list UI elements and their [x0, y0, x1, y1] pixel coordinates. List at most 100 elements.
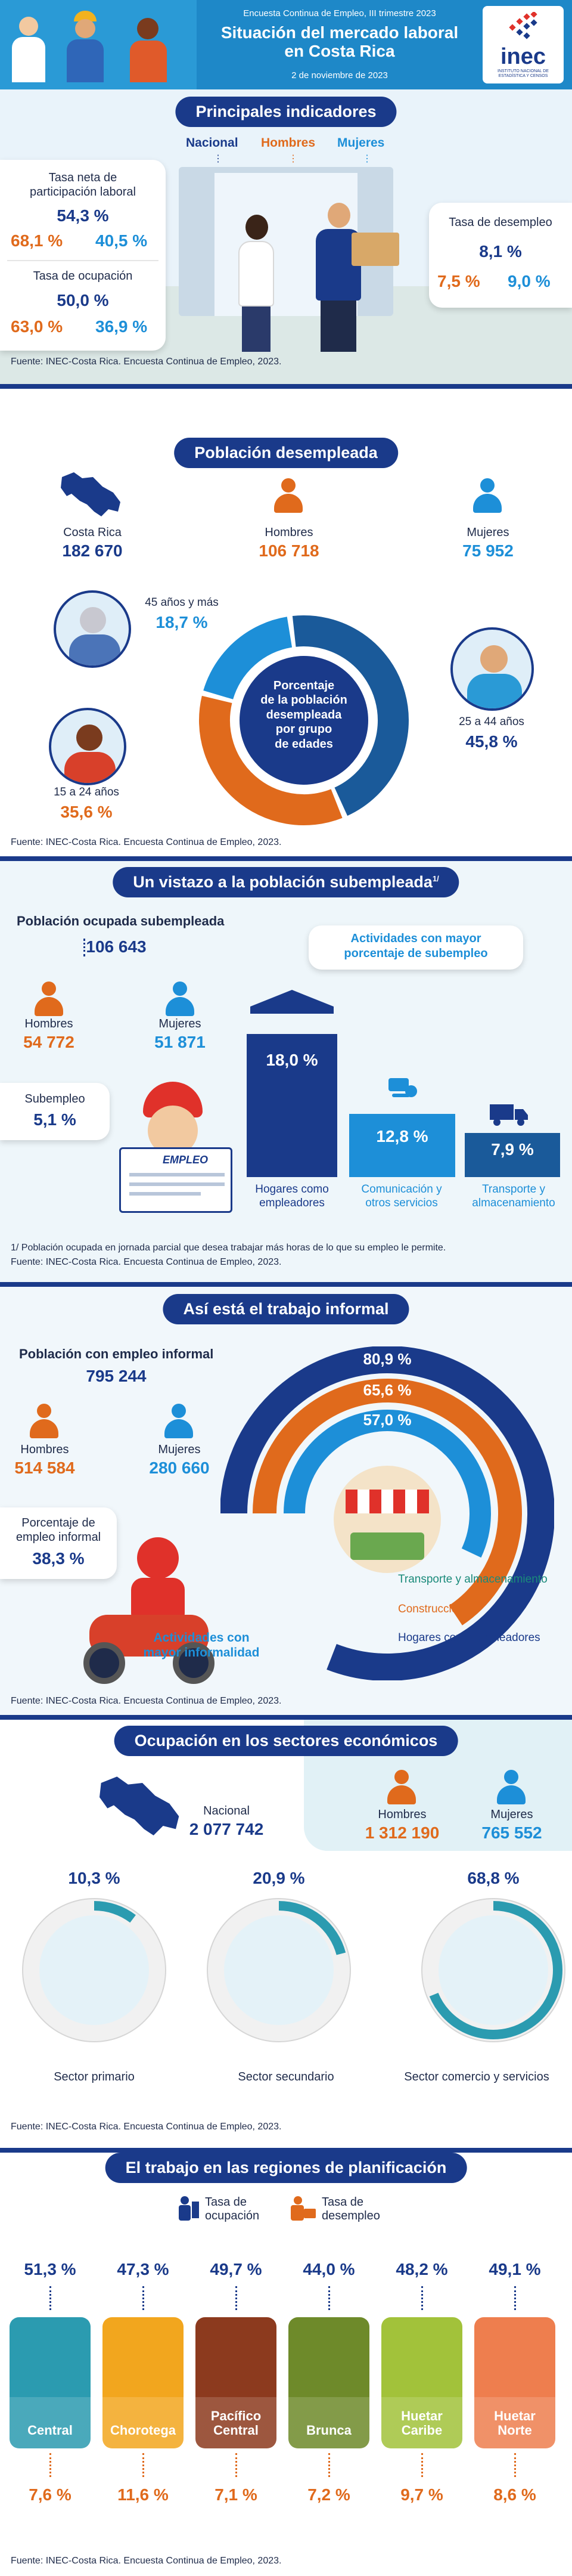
desempleo-hombres: 7,5 % — [437, 272, 480, 290]
sectores-map-icon — [95, 1773, 185, 1845]
divider-1 — [0, 384, 572, 389]
sub-mujeres-value: 51 871 — [154, 1033, 206, 1051]
sector-secundario-label: Sector secundario — [238, 2070, 334, 2083]
region-central-name: Central — [27, 2422, 73, 2438]
region-huetar-norte-ocupacion: 49,1 % — [489, 2260, 541, 2278]
section-regiones: El trabajo en las regiones de planificac… — [0, 2153, 572, 2576]
region-brunca-tile: Brunca — [288, 2317, 369, 2448]
actividades-title: Actividades con mayor porcentaje de sube… — [344, 932, 488, 960]
des-mujeres-value: 75 952 — [462, 541, 514, 560]
group-45-value: 18,7 % — [156, 613, 208, 631]
sectores-title: Ocupación en los sectores económicos — [114, 1726, 458, 1756]
region-pacifico-central-desempleo: 7,1 % — [214, 2485, 257, 2504]
section-desempleada: Población desempleada Costa Rica 182 670… — [0, 389, 572, 856]
newspaper: EMPLEO — [119, 1147, 232, 1213]
costa-rica-map-icon — [58, 470, 124, 524]
region-huetar-caribe-name: Huetar Caribe — [401, 2408, 443, 2438]
bar-comunicacion — [349, 1114, 455, 1177]
porcentaje-informal-value: 38,3 % — [32, 1549, 85, 1568]
inf-mujeres-icon — [163, 1404, 194, 1438]
porcentaje-informal-card: Porcentaje de empleo informal 38,3 % — [0, 1507, 117, 1579]
card-participacion-ocupacion: Tasa neta de participación laboral 54,3 … — [0, 160, 166, 351]
ocupacion-legend-icon — [176, 2196, 200, 2222]
bar-comunicacion-label: Comunicación y otros servicios — [361, 1183, 442, 1209]
newspaper-man-illustration: EMPLEO — [119, 1082, 232, 1213]
group-25-label: 25 a 44 años — [459, 716, 524, 728]
sectores-nacional-label: Nacional — [203, 1804, 250, 1818]
ocupacion-label: Tasa de ocupación — [33, 270, 133, 283]
inec-logo-mark — [506, 11, 540, 45]
subempleada-source: Fuente: INEC-Costa Rica. Encuesta Contin… — [11, 1257, 282, 1267]
legend-hombres: Hombres — [261, 136, 316, 150]
group-45-label: 45 años y más — [145, 596, 219, 609]
regiones-title: El trabajo en las regiones de planificac… — [105, 2153, 467, 2183]
sector-rings: 10,3 % 20,9 % 68,8 % — [0, 1869, 572, 2060]
cr-label: Costa Rica — [63, 526, 122, 539]
donut-slice-0 — [203, 617, 293, 700]
sub-hombres-value: 54 772 — [23, 1033, 74, 1051]
sectores-hombres-value: 1 312 190 — [365, 1823, 440, 1842]
informal-arc-label-0: 80,9 % — [363, 1350, 412, 1368]
sector-ring-arc-1 — [278, 1901, 346, 1955]
donut-center-text: Porcentaje de la población desempleada p… — [260, 679, 347, 751]
header-supertitle: Encuesta Continua de Empleo, III trimest… — [243, 8, 436, 18]
newspaper-title: EMPLEO — [163, 1154, 209, 1166]
desempleada-title: Población desempleada — [174, 438, 398, 468]
sub-hombres-icon — [33, 982, 64, 1016]
donut-slice-2 — [199, 695, 343, 825]
sub-ocupada-value: 106 643 — [86, 937, 147, 956]
informal-arcs-svg: 80,9 % 65,6 % 57,0 % — [220, 1346, 555, 1681]
actividades-informalidad-label: Actividades con mayor informalidad — [143, 1631, 260, 1660]
region-central-tile: Central — [10, 2317, 91, 2448]
house-roof-icon — [250, 990, 334, 1014]
sectores-mujeres-value: 765 552 — [481, 1823, 542, 1842]
section-informal: Así está el trabajo informal Población c… — [0, 1287, 572, 1715]
participacion-nacional: 54,3 % — [57, 206, 109, 225]
region-pacifico-central-tile: Pacífico Central — [195, 2317, 276, 2448]
informal-arc-label-1: 65,6 % — [363, 1381, 412, 1399]
group-25-value: 45,8 % — [465, 732, 518, 751]
age-donut-chart: Porcentaje de la población desempleada p… — [197, 613, 411, 828]
desempleo-nacional: 8,1 % — [479, 242, 522, 261]
sector-ring-arc-0 — [94, 1901, 136, 1923]
subempleo-label: Subempleo — [24, 1092, 85, 1106]
sector-primario-value: 10,3 % — [68, 1869, 120, 1887]
participacion-hombres: 68,1 % — [11, 231, 63, 250]
region-pacifico-central-name: Pacífico Central — [210, 2408, 262, 2438]
inf-hombres-icon — [29, 1404, 60, 1438]
legend-construccion: Construcción — [398, 1603, 464, 1615]
sector-ring-inner-0 — [39, 1915, 149, 2025]
region-brunca-name: Brunca — [306, 2422, 352, 2438]
sub-mujeres-icon — [164, 982, 195, 1016]
young-person-photo — [49, 708, 126, 785]
porcentaje-informal-label: Porcentaje de empleo informal — [15, 1516, 101, 1544]
informal-arcs-chart: 80,9 % 65,6 % 57,0 % — [220, 1346, 555, 1681]
header-title: Situación del mercado laboral en Costa R… — [203, 23, 477, 61]
sector-primario-label: Sector primario — [54, 2070, 135, 2083]
informal-arc-0 — [220, 1346, 555, 1681]
des-hombres-label: Hombres — [265, 526, 313, 539]
bar-transporte — [465, 1133, 560, 1177]
older-person-photo — [54, 590, 131, 668]
ocupacion-hombres: 63,0 % — [11, 317, 63, 336]
legend-mujeres-pointer: ⋮ — [362, 154, 372, 164]
section-subempleada: Un vistazo a la población subempleada1/ … — [0, 861, 572, 1282]
legend-tasa-desempleo: Tasa de desempleo — [322, 2196, 380, 2222]
bar-hogares-label: Hogares como empleadores — [255, 1183, 329, 1209]
subempleo-value: 5,1 % — [33, 1110, 76, 1129]
sector-servicios-value: 68,8 % — [467, 1869, 520, 1887]
sub-ocupada-label: Población ocupada subempleada — [17, 914, 225, 928]
header: Encuesta Continua de Empleo, III trimest… — [0, 0, 572, 89]
card-desempleo: Tasa de desempleo 8,1 % 7,5 % 9,0 % — [429, 203, 572, 308]
cr-value: 182 670 — [62, 541, 123, 560]
participacion-mujeres: 40,5 % — [95, 231, 148, 250]
indicadores-legend: Nacional Hombres Mujeres ⋮ ⋮ ⋮ — [0, 136, 572, 164]
bar-comunicacion-value: 12,8 % — [376, 1127, 428, 1145]
divider-5 — [0, 2148, 572, 2153]
regiones-source: Fuente: INEC-Costa Rica. Encuesta Contin… — [11, 2556, 282, 2566]
man-figure — [310, 203, 367, 352]
section-sectores: Ocupación en los sectores económicos Nac… — [0, 1720, 572, 2148]
des-hombres-value: 106 718 — [259, 541, 319, 560]
donut-center-disc — [240, 656, 368, 785]
